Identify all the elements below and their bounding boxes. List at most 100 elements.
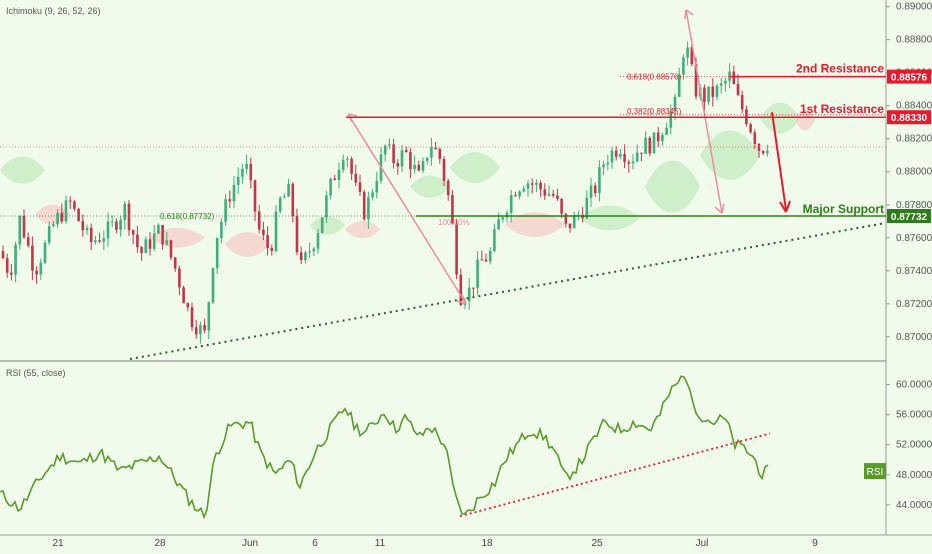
candle-body (707, 86, 710, 102)
fib-label-100pct: 100.00% (438, 218, 470, 227)
candle-body (18, 215, 22, 245)
candle-body (522, 188, 526, 192)
candle-body (488, 250, 492, 262)
candle-body (409, 151, 412, 170)
candle-body (560, 198, 563, 214)
candle-body (148, 239, 152, 249)
candle-body (136, 234, 139, 248)
candle-body (556, 195, 559, 199)
candle-body (644, 137, 647, 154)
rsi-tick-label: 44.0000 (896, 500, 932, 511)
candle-body (430, 147, 433, 158)
price-tick-label: 0.87200 (896, 299, 932, 310)
fib-label-618-lower: 0.618(0.87732) (160, 212, 215, 221)
rsi-tick-label: 52.0000 (896, 440, 932, 451)
candle-body (669, 111, 673, 128)
candle-body (526, 183, 530, 189)
candle-body (413, 164, 416, 170)
candle-body (451, 195, 454, 224)
time-tick-label: Jun (242, 538, 258, 549)
candle-body (476, 259, 479, 288)
candle-body (627, 161, 631, 164)
candle-body (131, 230, 135, 235)
label-major-support: Major Support (803, 202, 884, 216)
cloud-segment-3 (225, 232, 270, 257)
measured-move-leg-1 (347, 113, 467, 305)
projection-arrow (771, 112, 787, 211)
cloud-segment-8 (505, 212, 565, 237)
cloud-segment-12 (760, 102, 800, 134)
candle-body (547, 193, 551, 196)
candle-body (753, 132, 757, 144)
candle-body (635, 152, 639, 162)
candle-body (497, 219, 500, 230)
candle-body (270, 248, 274, 251)
candle-body (761, 150, 765, 154)
candle-body (333, 178, 337, 181)
price-tick-label: 0.88200 (896, 134, 932, 145)
cloud-segment-9 (580, 205, 640, 231)
candle-body (22, 215, 26, 238)
time-tick-label: 6 (312, 538, 318, 549)
time-tick-label: 18 (481, 538, 493, 549)
candle-body (98, 240, 101, 242)
candle-body (203, 324, 206, 331)
candle-body (119, 220, 122, 230)
rsi-indicator-label[interactable]: RSI (55, close) (6, 368, 66, 378)
candle-body (589, 185, 593, 198)
candle-body (715, 85, 719, 97)
measured-move-leg-2 (685, 9, 723, 214)
candle-body (665, 127, 668, 135)
candle-body (60, 212, 64, 222)
candle-body (404, 150, 408, 152)
measured-move-arrowhead-2b (684, 9, 694, 19)
candle-body (274, 211, 278, 251)
candle-body (509, 195, 513, 213)
candle-body (94, 240, 97, 243)
price-badge-2nd-resistance: 0.88576 (891, 73, 928, 84)
candle-body (400, 150, 404, 167)
label-1st-resistance: 1st Resistance (800, 102, 884, 116)
candle-body (253, 180, 257, 212)
rsi-tick-label: 60.0000 (896, 380, 932, 391)
candle-body (417, 164, 421, 171)
cloud-segment-10 (645, 160, 700, 213)
candle-body (459, 274, 463, 306)
price-tick-label: 0.88000 (896, 167, 932, 178)
cloud-segment-6 (410, 175, 450, 198)
candle-body (568, 223, 572, 229)
candle-body (346, 158, 349, 160)
candle-body (690, 47, 694, 65)
price-badge-1st-resistance-bg (887, 110, 931, 125)
candle-body (467, 287, 471, 302)
candle-body (249, 163, 253, 181)
candle-body (392, 144, 395, 164)
ichimoku-label[interactable]: Ichimoku (9, 26, 52, 26) (6, 6, 101, 16)
candle-body (350, 158, 353, 174)
rsi-badge-bg (864, 463, 886, 480)
candle-body (682, 57, 685, 75)
candle-body (501, 217, 505, 220)
candle-body (724, 80, 727, 84)
candle-body (358, 182, 362, 192)
ascending-trendline (129, 221, 887, 360)
candle-body (593, 185, 597, 194)
candle-body (31, 245, 34, 271)
candle-body (572, 214, 576, 229)
candle-body (182, 287, 185, 304)
cloud-segment-4 (310, 216, 345, 235)
candle-body (505, 212, 509, 218)
candle-body (585, 197, 589, 219)
candle-body (85, 227, 89, 231)
candle-body (694, 64, 698, 97)
candle-body (614, 150, 618, 157)
price-badge-1st-resistance: 0.88330 (891, 113, 928, 124)
candle-body (224, 199, 227, 222)
candle-body (245, 163, 248, 169)
candle-body (140, 247, 143, 253)
candle-body (228, 199, 232, 202)
time-tick-label: 28 (154, 538, 166, 549)
measured-move-arrowhead-2 (714, 203, 725, 214)
